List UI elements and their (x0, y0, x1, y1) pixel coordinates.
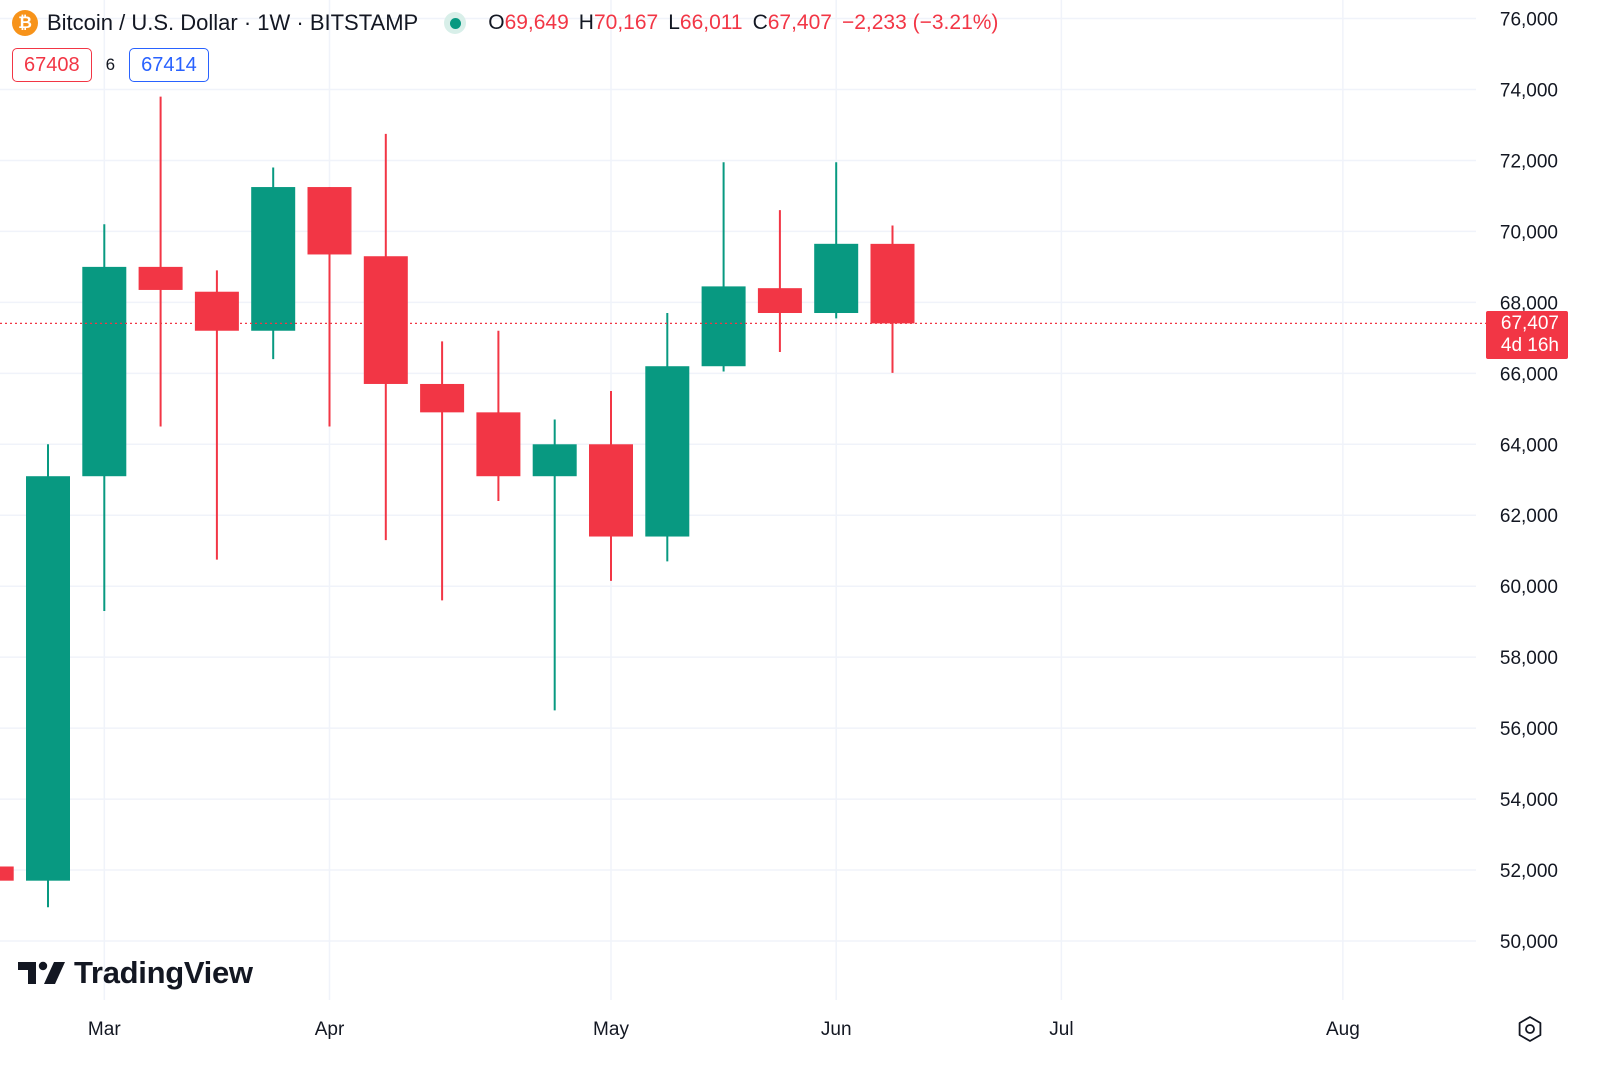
candle-down (0, 866, 14, 881)
candle-body (701, 286, 746, 367)
candle-body (532, 444, 577, 477)
x-tick-label: Jun (821, 1019, 852, 1040)
y-tick-label: 70,000 (1500, 222, 1558, 243)
price-change: −2,233 (−3.21%) (841, 11, 999, 34)
candle-down (870, 225, 915, 373)
price-axis: 50,000 52,000 54,000 56,000 58,000 60,000 62,0… (1500, 10, 1558, 953)
sell-price-button[interactable]: 67408 (12, 48, 92, 82)
candle-body (870, 243, 915, 324)
bitcoin-icon: ₿ (12, 10, 38, 36)
spread-value: 6 (105, 55, 116, 74)
candle-down (757, 210, 802, 353)
y-tick-label: 50,000 (1500, 932, 1558, 953)
candle-body (420, 383, 465, 413)
ohlc-legend: O 69,649 H 70,167 L 66,011 C 67,407 −2,233 (… (488, 11, 998, 35)
open-value: 69,649 (504, 11, 569, 34)
open-label: O (488, 11, 505, 34)
y-tick-label: 62,000 (1500, 506, 1558, 527)
candle-up (645, 313, 690, 562)
candle-up (532, 419, 577, 711)
candle-down (363, 133, 408, 541)
low-value: 66,011 (679, 11, 743, 34)
y-tick-label: 66,000 (1500, 364, 1558, 385)
trade-panel: 67408 6 67414 (12, 48, 209, 82)
candle-down (194, 270, 239, 560)
candle-up (26, 444, 70, 908)
candle-body (0, 866, 14, 881)
x-tick-label: Jul (1049, 1019, 1073, 1040)
vertical-gridlines (103, 0, 1344, 1000)
y-tick-label: 52,000 (1500, 861, 1558, 882)
symbol-title[interactable]: Bitcoin / U.S. Dollar · 1W · BITSTAMP (47, 10, 419, 35)
x-tick-label: Apr (315, 1019, 345, 1040)
candle-down (476, 330, 521, 502)
bar-countdown-label: 4d 16h (1500, 335, 1559, 356)
candle-down (589, 391, 633, 581)
high-label: H (578, 11, 594, 34)
candle-body (589, 444, 633, 537)
y-tick-label: 72,000 (1500, 151, 1558, 172)
live-status-dot-icon (444, 12, 467, 34)
candle-body (307, 187, 352, 255)
y-tick-label: 68,000 (1500, 293, 1558, 314)
y-tick-label: 56,000 (1500, 719, 1558, 740)
x-tick-label: Mar (88, 1019, 121, 1040)
current-price-tag: 67,407 4d 16h (1486, 311, 1568, 359)
tradingview-logo[interactable]: TradingView (18, 955, 253, 991)
candle-body (26, 476, 70, 881)
symbol-header[interactable]: ₿ Bitcoin / U.S. Dollar · 1W · BITSTAMP … (12, 6, 998, 40)
candle-body (757, 288, 802, 314)
candle-up (814, 162, 859, 319)
x-tick-label: Aug (1326, 1019, 1360, 1040)
tradingview-logo-icon (18, 961, 65, 984)
horizontal-gridlines (0, 17, 1476, 942)
y-tick-label: 54,000 (1500, 790, 1558, 811)
x-tick-label: May (593, 1019, 629, 1040)
candle-body (194, 291, 239, 331)
low-label: L (668, 11, 680, 34)
candle-body (645, 366, 690, 537)
y-tick-label: 58,000 (1500, 648, 1558, 669)
time-axis: Mar Apr May Jun Jul Aug (88, 1019, 1360, 1040)
candle-down (420, 341, 465, 601)
candle-down (138, 96, 183, 427)
candle-body (814, 243, 859, 314)
candles (0, 96, 915, 908)
candle-down (307, 187, 352, 427)
candle-up (701, 162, 746, 372)
candle-body (363, 256, 408, 384)
y-tick-label: 74,000 (1500, 80, 1558, 101)
high-value: 70,167 (593, 11, 659, 34)
candle-up (82, 224, 127, 612)
current-price-label: 67,407 (1500, 313, 1559, 334)
settings-gear-icon[interactable] (1516, 1015, 1544, 1043)
close-value: 67,407 (767, 11, 832, 34)
y-tick-label: 64,000 (1500, 435, 1558, 456)
tradingview-logo-text: TradingView (74, 955, 253, 990)
y-tick-label: 76,000 (1500, 10, 1558, 31)
candle-up (251, 167, 296, 360)
close-label: C (752, 11, 768, 34)
candle-body (476, 412, 521, 477)
candle-body (251, 187, 296, 331)
y-tick-label: 60,000 (1500, 577, 1558, 598)
candle-body (138, 266, 183, 290)
candle-body (82, 266, 127, 477)
buy-price-button[interactable]: 67414 (129, 48, 209, 82)
